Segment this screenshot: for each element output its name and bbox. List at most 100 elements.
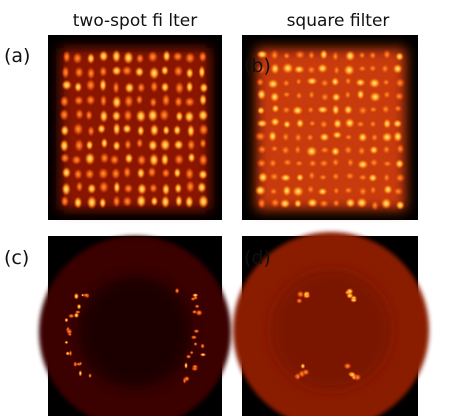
- speckle: [79, 370, 83, 377]
- speckle: [357, 105, 369, 117]
- speckle: [123, 183, 133, 193]
- speckle: [308, 119, 317, 127]
- speckle: [331, 51, 339, 63]
- speckle: [99, 110, 108, 123]
- speckle: [75, 109, 84, 120]
- speckle: [280, 145, 291, 156]
- speckle: [74, 293, 79, 300]
- speckle: [346, 288, 353, 295]
- speckle: [256, 78, 264, 87]
- speckle: [383, 184, 393, 194]
- speckle: [148, 166, 157, 178]
- speckle: [124, 139, 132, 150]
- speckle: [382, 90, 391, 100]
- speckle: [74, 96, 84, 106]
- speckle: [307, 158, 318, 168]
- speckle: [368, 64, 377, 73]
- speckle: [97, 124, 106, 134]
- speckle: [296, 173, 304, 182]
- speckle: [318, 199, 329, 208]
- speckle: [268, 130, 277, 142]
- speckle: [113, 181, 120, 194]
- speckle: [381, 198, 392, 210]
- speckle: [257, 145, 267, 155]
- speckle: [123, 109, 132, 122]
- speckle: [111, 66, 121, 76]
- speckle: [369, 91, 381, 102]
- speckle: [64, 318, 68, 323]
- speckle: [395, 173, 406, 183]
- speckle: [198, 51, 206, 63]
- speckle: [175, 111, 183, 122]
- speckle: [191, 297, 196, 301]
- speckle: [344, 133, 354, 141]
- speckle: [306, 77, 318, 85]
- speckle: [162, 93, 171, 107]
- speckle: [68, 314, 74, 319]
- speckle: [280, 174, 291, 182]
- speckle: [68, 333, 72, 336]
- speckle: [195, 304, 200, 308]
- speckle: [185, 167, 194, 180]
- speckle: [292, 186, 304, 197]
- speckle: [358, 132, 368, 142]
- speckle: [332, 131, 342, 139]
- speckle: [172, 51, 183, 61]
- speckle: [281, 131, 290, 143]
- speckle: [293, 132, 303, 144]
- speckle: [333, 118, 342, 129]
- speckle: [357, 160, 369, 170]
- speckle: [319, 78, 330, 88]
- speckle: [395, 77, 406, 88]
- speckle: [258, 172, 268, 183]
- speckle: [136, 194, 146, 208]
- speckle: [60, 125, 69, 137]
- panel-label: (d): [244, 247, 271, 269]
- speckle: [150, 196, 158, 206]
- speckle: [100, 152, 110, 164]
- speckle: [282, 78, 291, 88]
- speckle: [161, 65, 169, 75]
- speckle: [371, 200, 379, 211]
- speckle: [257, 106, 265, 114]
- speckle: [74, 196, 83, 208]
- speckle: [297, 291, 305, 298]
- speckle: [160, 138, 171, 151]
- speckle: [355, 120, 366, 129]
- speckle: [185, 195, 194, 208]
- speckle: [282, 62, 294, 74]
- speckle: [198, 153, 208, 166]
- speckle: [395, 159, 404, 169]
- speckle: [296, 298, 302, 304]
- speckle: [357, 145, 367, 157]
- speckle: [98, 168, 109, 180]
- speckle: [74, 82, 82, 93]
- speckle: [136, 95, 143, 105]
- speckle: [270, 49, 280, 61]
- speckle: [368, 173, 378, 182]
- speckle: [174, 139, 184, 150]
- speckle: [331, 157, 341, 168]
- speckle: [85, 169, 95, 180]
- speckle: [75, 310, 81, 314]
- speckle: [186, 180, 195, 193]
- speckle: [161, 195, 170, 208]
- panel-c: [39, 236, 231, 416]
- speckle: [147, 51, 158, 63]
- speckle: [150, 80, 158, 92]
- speckle: [137, 183, 147, 195]
- speckle: [101, 138, 108, 149]
- speckle: [112, 95, 122, 109]
- speckle: [381, 132, 392, 143]
- speckle: [357, 64, 368, 72]
- speckle: [396, 200, 405, 210]
- speckle: [267, 79, 279, 89]
- speckle: [270, 63, 279, 75]
- speckle: [149, 183, 158, 193]
- speckle: [186, 355, 191, 359]
- speckle: [191, 335, 197, 339]
- panel-label: (c): [4, 247, 29, 269]
- speckle: [345, 50, 356, 61]
- speckle: [198, 109, 208, 121]
- speckle: [295, 91, 304, 101]
